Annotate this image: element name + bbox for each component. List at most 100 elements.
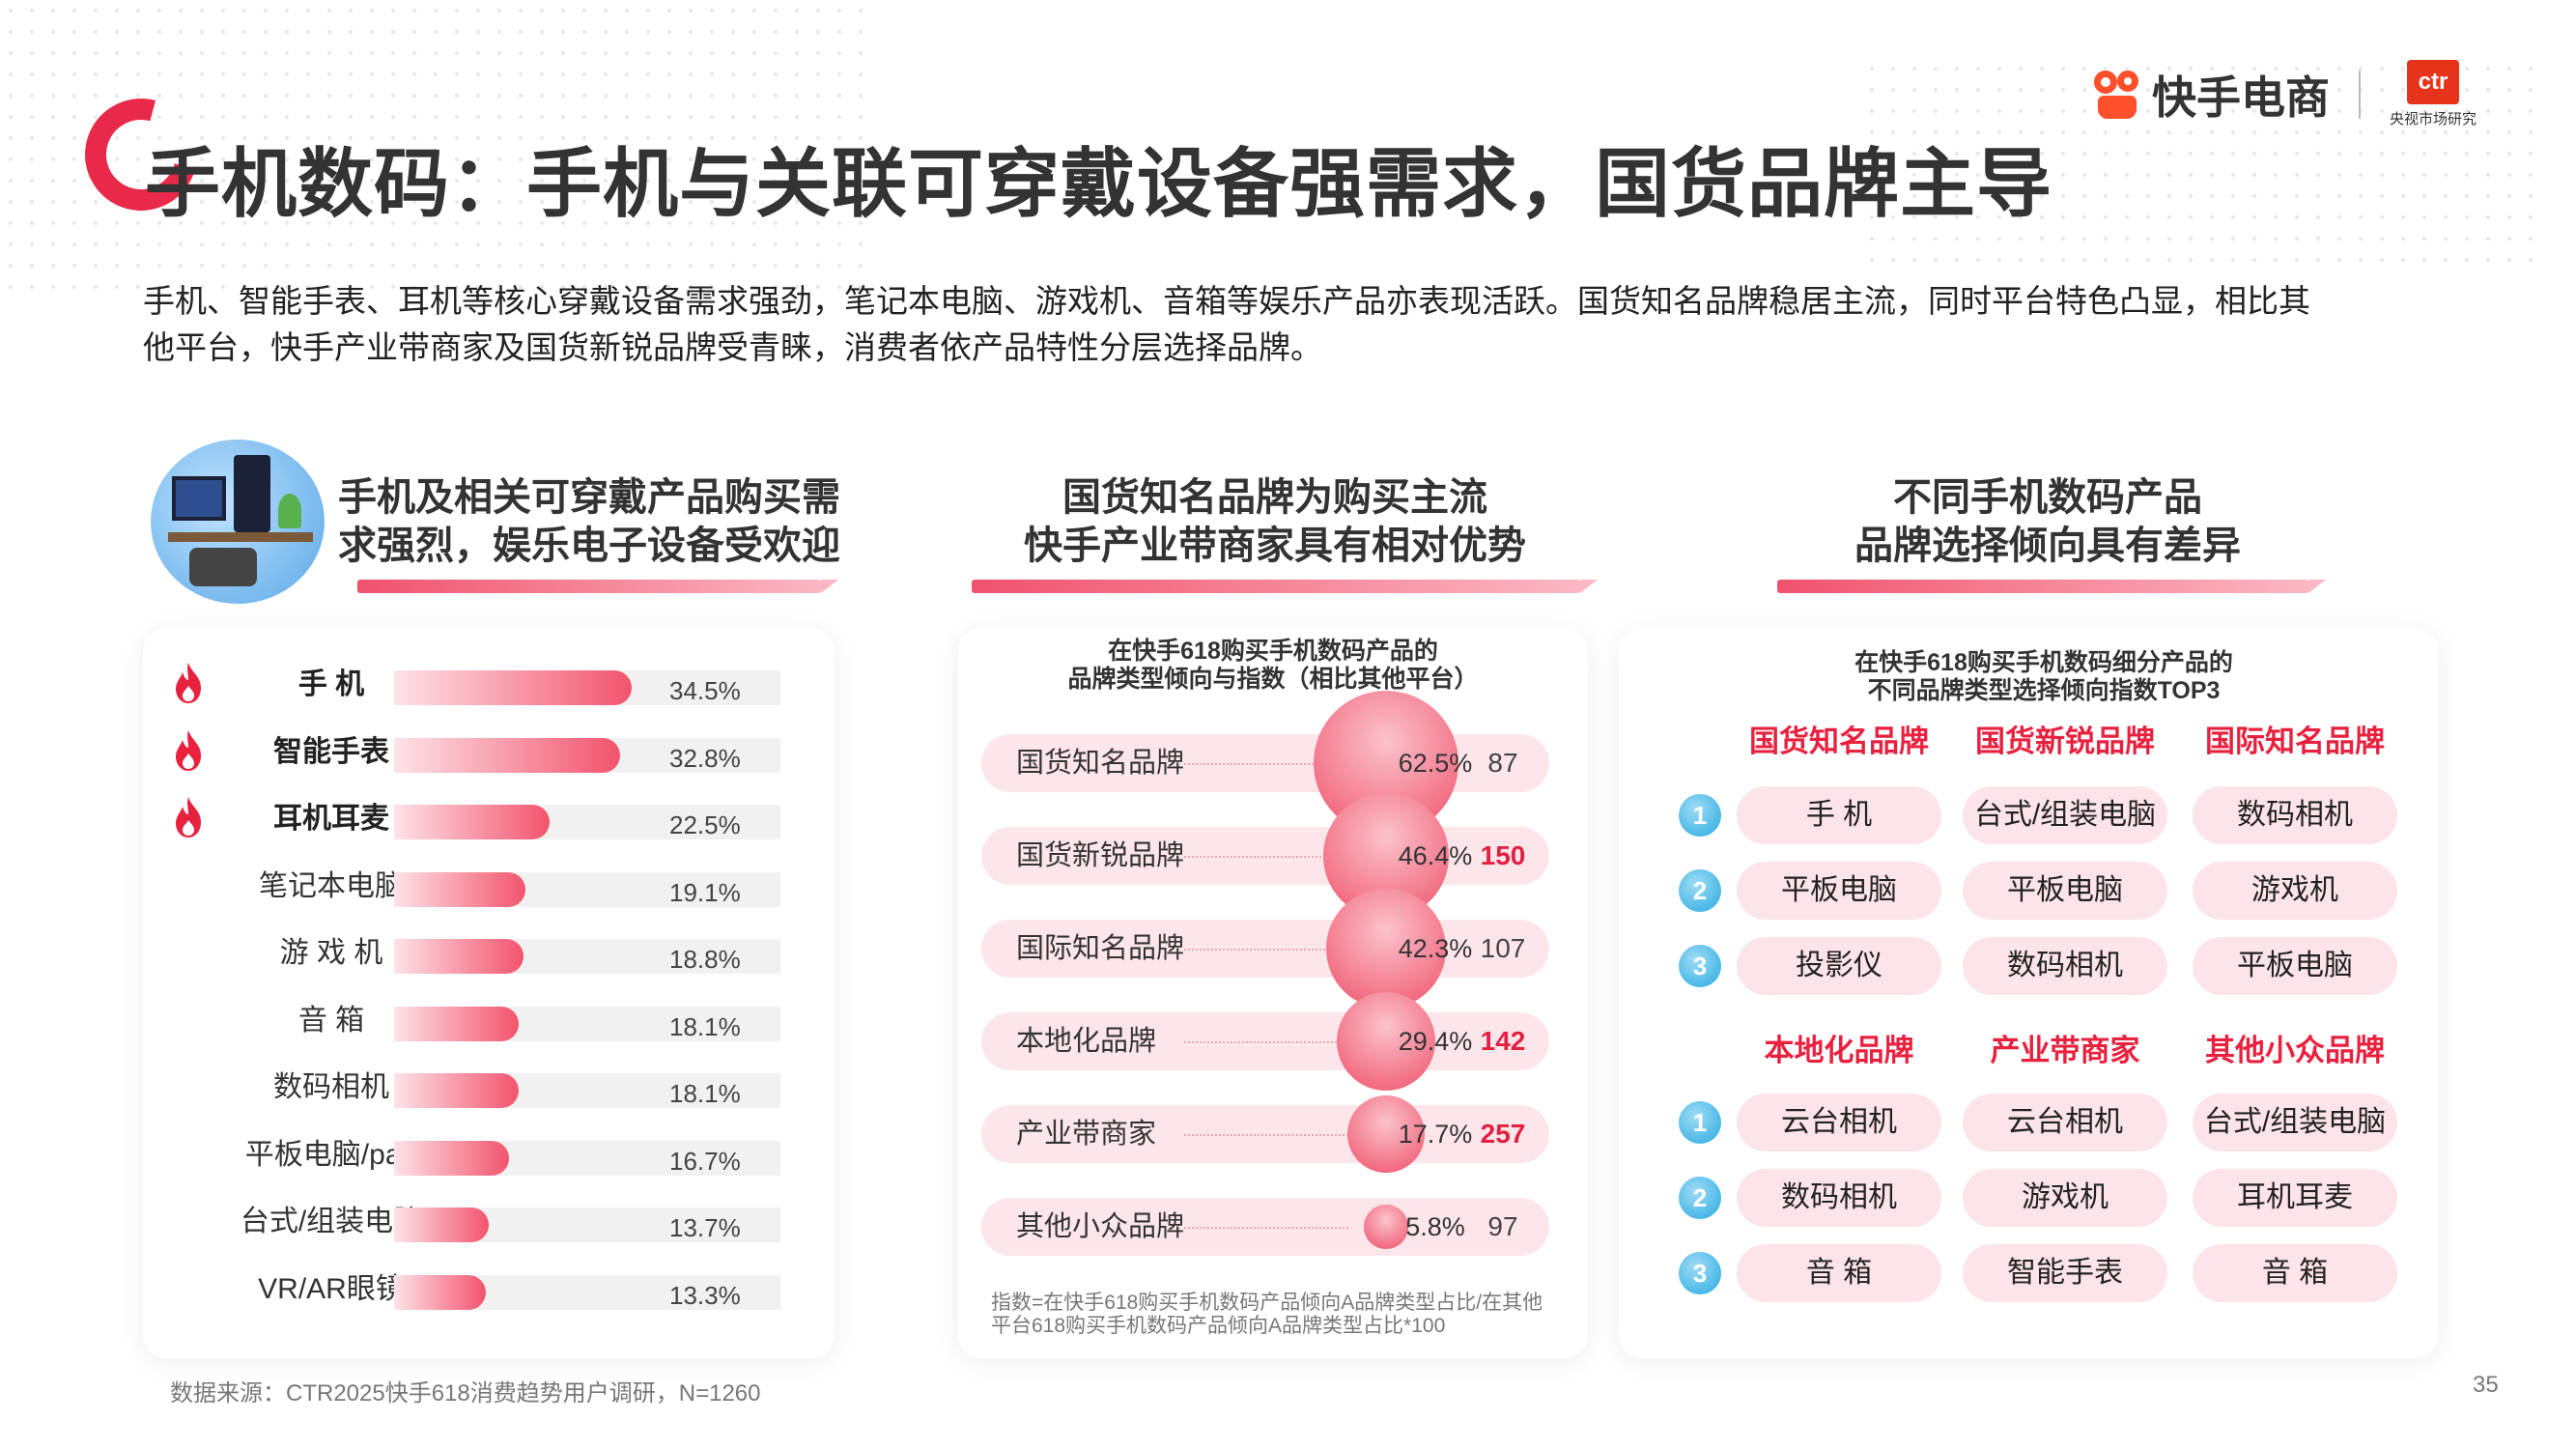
product-cell: 数码相机 [1963,937,2167,995]
product-cell: 数码相机 [1737,1169,1941,1227]
brand-group-header: 本地化品牌 [1764,1034,1914,1067]
bar-track [394,670,780,705]
bar-track [394,1006,780,1041]
bar-value-label: 32.8% [669,743,741,773]
brand-type-row: 国货知名品牌 62.5% 87 [981,691,1549,836]
product-cell: 智能手表 [1963,1244,2167,1302]
bar [394,939,524,974]
bar-row: 平板电脑/pad 16.7% [143,1137,835,1176]
brand-type-label: 本地化品牌 [1016,1026,1157,1057]
bar-track [394,1208,780,1242]
col2-heading-line-2: 快手产业带商家具有相对优势 [1024,525,1526,567]
bar-value-label: 18.8% [669,945,741,974]
leader-dots [1184,1227,1348,1229]
product-cell: 平板电脑 [1737,862,1941,920]
leader-dots [1184,763,1348,765]
brand-type-row: 其他小众品牌 5.8% 97 [981,1198,1549,1256]
bar-row: 耳机耳麦 22.5% [143,797,835,839]
product-cell: 音 箱 [1737,1244,1941,1302]
col2-heading-line-1: 国货知名品牌为购买主流 [1062,476,1487,519]
bar-label: 笔记本电脑 [259,869,404,902]
bar-label: 台式/组装电脑 [240,1206,423,1237]
product-cell: 云台相机 [1737,1094,1941,1151]
bar-value-label: 13.3% [669,1280,741,1310]
index-value: 150 [1480,840,1526,870]
rank-badge: 2 [1679,869,1721,912]
product-cell: 游戏机 [2193,862,2397,920]
bar-track [394,805,780,839]
bar-track [394,1140,780,1176]
bar-row: 手 机 34.5% [143,663,835,705]
brand-group-header: 国货新锐品牌 [1975,724,2155,758]
index-footnote: 指数=在快手618购买手机数码产品倾向A品牌类型占比/在其他 平台618购买手机… [991,1292,1571,1338]
bar-value-label: 19.1% [669,877,741,907]
bar-row: 游 戏 机 18.8% [143,935,835,974]
brand-header: 快手电商 ctr 央视市场研究 [2094,60,2477,128]
index-value: 257 [1480,1119,1526,1149]
brand-group-header: 产业带商家 [1990,1034,2140,1067]
share-bubble [1347,1095,1425,1173]
brand-divider [2359,70,2361,119]
bar-row: 数码相机 18.1% [143,1069,835,1108]
bar-value-label: 18.1% [669,1011,741,1041]
brand-type-label: 国际知名品牌 [1016,933,1185,964]
purchase-demand-panel: 手 机 34.5% 智能手表 32.8% 耳机耳麦 22.5% 笔记本电脑 19.1% 游 戏 … [143,628,835,1358]
bar-row: 音 箱 18.1% [143,1003,835,1041]
brand-type-label: 国货知名品牌 [1016,748,1185,779]
share-bubble [1326,889,1446,1009]
bar-track [394,737,780,773]
decor-dots-left [0,0,869,290]
leader-dots [1184,856,1348,858]
brand-type-label: 其他小众品牌 [1016,1211,1185,1242]
brand-type-row: 产业带商家 17.7% 257 [981,1095,1549,1173]
product-cell: 手 机 [1737,786,1941,844]
bar [394,1006,520,1041]
kuaishou-logo-icon [2094,70,2142,119]
col2-subtitle-line-2: 品牌类型倾向与指数（相比其他平台） [1067,666,1479,693]
bar-value-label: 16.7% [669,1146,741,1176]
bar-label: 智能手表 [273,735,389,768]
col3-heading: 不同手机数码产品 品牌选择倾向具有差异 [1739,473,2357,570]
index-footnote-line-1: 指数=在快手618购买手机数码产品倾向A品牌类型占比/在其他 [991,1292,1543,1314]
brand-group-header: 国际知名品牌 [2205,724,2385,758]
leader-dots [1184,949,1348,951]
index-value: 97 [1487,1211,1518,1241]
share-bubble [1364,1205,1408,1249]
bar-label: VR/AR眼镜 [258,1272,405,1305]
share-label: 62.5% [1398,749,1473,778]
index-value: 87 [1487,748,1518,778]
product-cell: 台式/组装电脑 [2193,1094,2397,1151]
share-label: 17.7% [1398,1120,1473,1149]
bar-track [394,939,780,974]
bar-row: 台式/组装电脑 13.7% [143,1204,835,1242]
bar [394,805,550,839]
bar-track [394,1274,780,1310]
bar-row: 笔记本电脑 19.1% [143,868,835,907]
bar-track [394,1073,780,1108]
col2-heading-underline [972,580,1598,593]
bar-row: 智能手表 32.8% [143,729,835,773]
col1-heading-line-1: 手机及相关可穿戴产品购买需 [338,476,840,519]
product-cell: 耳机耳麦 [2193,1169,2397,1227]
col3-heading-underline [1777,580,2326,593]
leader-dots [1184,1134,1348,1136]
bar-row: VR/AR眼镜 13.3% [143,1271,835,1310]
bar-label: 平板电脑/pad [244,1138,418,1171]
rank-badge: 3 [1679,1252,1721,1294]
intro-line-2: 他平台，快手产业带商家及国货新锐品牌受青睐，消费者依产品特性分层选择品牌。 [143,329,1322,365]
bar [394,1208,489,1242]
index-value: 142 [1480,1026,1526,1056]
share-bubble [1336,991,1436,1092]
fire-icon [172,661,205,705]
product-cell: 音 箱 [2193,1244,2397,1302]
brand-group-header: 其他小众品牌 [2205,1034,2385,1067]
page-title: 手机数码：手机与关联可穿戴设备强需求，国货品牌主导 [145,141,2053,226]
col1-heading: 手机及相关可穿戴产品购买需 求强烈，娱乐电子设备受欢迎 [338,473,840,570]
bar [394,737,621,773]
ctr-mark: ctr [2407,60,2459,104]
leader-dots [1184,1041,1348,1043]
rank-badge: 1 [1679,1101,1721,1144]
product-cell: 平板电脑 [1963,862,2167,920]
rank-badge: 3 [1679,945,1721,987]
data-source: 数据来源：CTR2025快手618消费趋势用户调研，N=1260 [170,1380,761,1406]
